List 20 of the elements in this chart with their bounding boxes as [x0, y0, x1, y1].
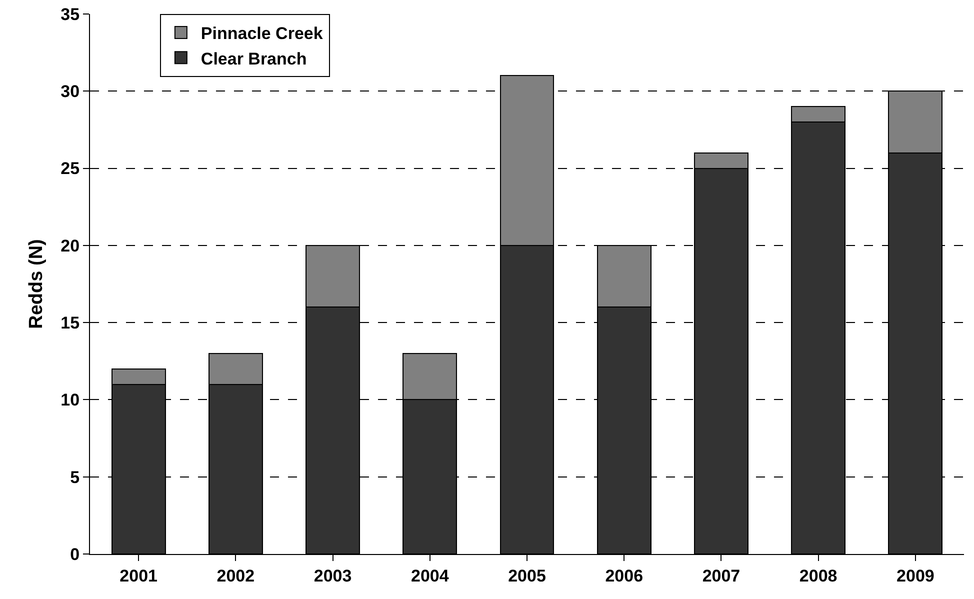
y-tick-label: 5 — [70, 468, 80, 487]
x-tick-label: 2001 — [120, 566, 158, 586]
y-tick-label: 30 — [60, 82, 80, 102]
x-tick-label: 2009 — [896, 566, 934, 586]
y-axis-title: Redds (N) — [26, 239, 47, 329]
legend-label: Clear Branch — [200, 49, 307, 68]
x-tick-label: 2006 — [605, 566, 644, 586]
x-tick-label: 2005 — [508, 566, 546, 586]
y-tick-label: 35 — [60, 4, 80, 24]
y-tick-label: 20 — [60, 236, 80, 256]
x-tick-label: 2007 — [702, 566, 740, 586]
x-tick-label: 2004 — [410, 566, 450, 586]
y-tick-label: 10 — [60, 390, 80, 410]
x-tick-label: 2002 — [216, 566, 255, 586]
y-tick-label: 15 — [60, 314, 80, 333]
x-tick-label: 2008 — [799, 566, 838, 586]
x-tick-label: 2003 — [314, 566, 352, 586]
y-tick-label: 0 — [70, 544, 80, 564]
y-tick-label: 25 — [60, 159, 80, 178]
legend-label: Pinnacle Creek — [200, 24, 324, 44]
